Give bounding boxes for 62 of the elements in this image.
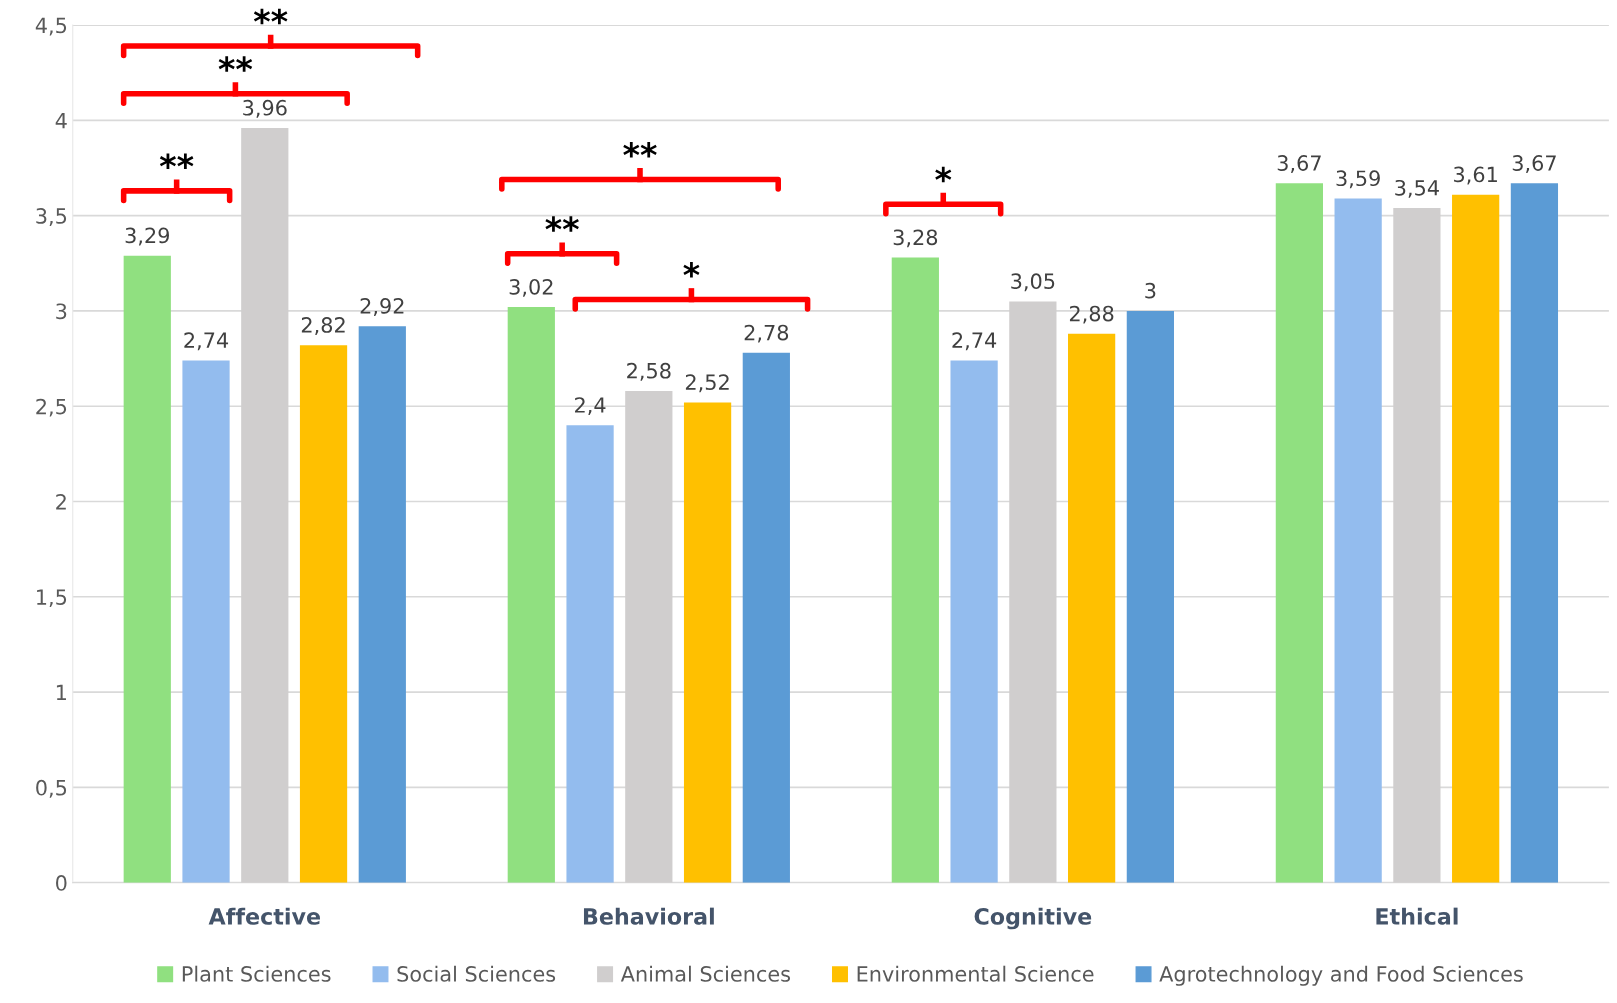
bar [1126, 310, 1174, 883]
y-tick-label: 1 [56, 684, 66, 700]
bar [566, 425, 614, 883]
bar [123, 255, 171, 883]
data-label: 3,59 [1336, 170, 1380, 189]
annotation: ** [623, 142, 657, 158]
annotation: * [683, 262, 700, 278]
y-tick-label: 4 [55, 113, 67, 129]
bar [950, 360, 998, 883]
legend-label: Animal Sciences [620, 965, 791, 982]
bar [1452, 194, 1500, 883]
x-tick-label: Affective [208, 907, 320, 925]
bar [742, 352, 790, 883]
y-tick-label: 2 [56, 493, 66, 510]
data-label: 2,88 [1069, 305, 1114, 324]
data-label: 3,67 [1277, 155, 1321, 173]
y-tick-label: 4,5 [35, 17, 67, 36]
y-tick-label: 2,5 [36, 398, 67, 417]
bar [1275, 183, 1323, 883]
data-label: 3,05 [1011, 273, 1055, 292]
data-label: 3,29 [125, 227, 169, 246]
annotation: ** [218, 56, 253, 72]
bar [507, 307, 555, 883]
data-label: 2,82 [301, 317, 345, 335]
bar [1068, 333, 1116, 883]
data-label: 2,4 [575, 397, 606, 416]
data-label: 3,67 [1512, 155, 1556, 173]
data-label: 3 [1145, 282, 1156, 299]
annotation: ** [545, 216, 579, 232]
data-label: 3,54 [1395, 179, 1439, 198]
data-label: 2,74 [952, 332, 997, 351]
data-label: 2,52 [685, 374, 729, 393]
data-label: 3,61 [1454, 166, 1497, 185]
data-label: 2,92 [360, 298, 404, 316]
legend-label: Social Sciences [397, 965, 556, 982]
legend-label: Environmental Science [857, 965, 1094, 982]
bar [299, 345, 348, 883]
bar [1334, 198, 1382, 883]
data-label: 3,96 [243, 99, 287, 118]
bar [891, 257, 939, 883]
data-label: 2,74 [184, 332, 229, 351]
x-tick-label: Ethical [1376, 907, 1458, 925]
y-tick-label: 1,5 [37, 589, 67, 608]
data-label: 3,02 [509, 278, 553, 297]
y-tick-label: 3 [56, 303, 67, 320]
bar [683, 402, 732, 883]
text: ** [253, 8, 288, 25]
data-label: 2,78 [744, 324, 789, 343]
annotation: ** [159, 153, 194, 169]
x-tick-label: Behavioral [583, 907, 714, 925]
y-tick-label: 0,5 [36, 779, 67, 798]
legend-label: Plant Sciences [182, 965, 331, 982]
y-tick-label: 0 [56, 875, 67, 891]
bar [182, 360, 230, 883]
annotation: * [935, 166, 952, 183]
legend-label: Agrotechnology and Food Sciences [1159, 965, 1523, 986]
y-tick-label: 3,5 [36, 208, 67, 226]
data-label: 3,28 [893, 229, 938, 248]
data-label: 2,58 [627, 362, 671, 381]
x-tick-label: Cognitive [974, 907, 1092, 930]
bar [358, 326, 406, 883]
bar [1510, 183, 1559, 883]
